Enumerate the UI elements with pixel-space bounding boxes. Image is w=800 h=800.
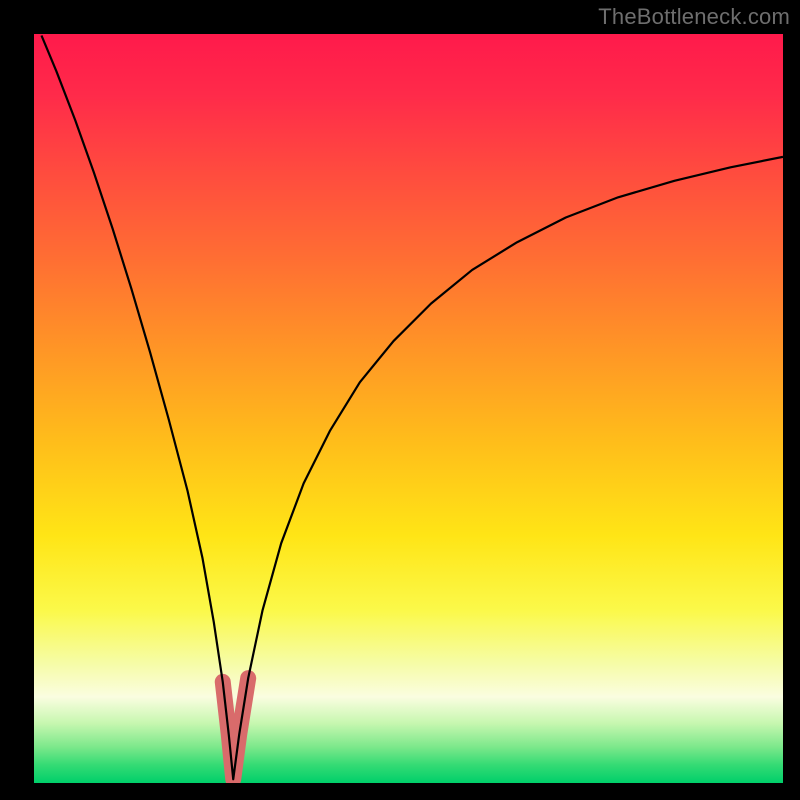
chart-background: [34, 34, 783, 783]
chart-svg: [34, 34, 783, 783]
bottleneck-chart: [34, 34, 783, 783]
watermark-text: TheBottleneck.com: [598, 4, 790, 30]
chart-stage: TheBottleneck.com: [0, 0, 800, 800]
